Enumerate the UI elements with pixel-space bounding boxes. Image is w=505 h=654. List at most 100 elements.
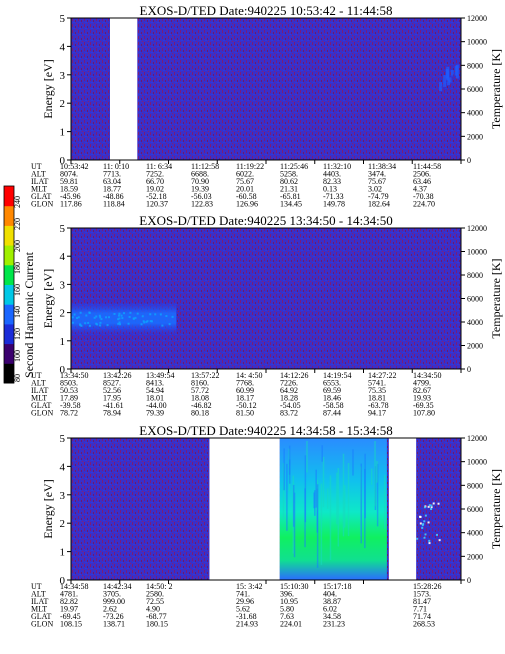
ephemeris-row-label: ALT xyxy=(31,590,46,599)
colorbar-segment xyxy=(4,205,14,226)
y-right-tick-label: 8000 xyxy=(467,61,483,70)
emission-speck xyxy=(142,320,145,323)
ephemeris-row-label: UT xyxy=(31,582,42,591)
aurora-streak xyxy=(342,453,345,537)
emission-speck xyxy=(427,521,430,524)
emission-speck xyxy=(428,542,431,545)
emission-speck xyxy=(129,311,132,314)
ephemeris-value: 13:49:54 xyxy=(146,371,174,380)
y-right-tick-label: 12000 xyxy=(467,224,487,233)
colorbar-tick-label: 80 xyxy=(13,374,22,382)
ephemeris-value: 14:34:50 xyxy=(413,371,441,380)
y-tick-label: 5 xyxy=(60,433,66,445)
ephemeris-value: 11:12:58 xyxy=(191,162,219,171)
ephemeris-value: -41.61 xyxy=(103,401,124,410)
ephemeris-row-label: ILAT xyxy=(31,597,48,606)
emission-speck xyxy=(117,318,120,321)
ephemeris-row-label: UT xyxy=(31,371,42,380)
colorbar-tick-label: 100 xyxy=(13,350,22,362)
colorbar-segment xyxy=(4,304,14,325)
ephemeris-value: -74.79 xyxy=(368,192,389,201)
ephemeris-value: -63.78 xyxy=(368,401,389,410)
ephemeris-row-label: GLON xyxy=(31,200,53,209)
y-right-tick-label: 10000 xyxy=(467,458,487,467)
ephemeris-value: -68.77 xyxy=(146,612,167,621)
ephemeris-value: 6688. xyxy=(191,170,209,179)
ephemeris-value: 75.35 xyxy=(368,386,386,395)
ephemeris-value: 75.67 xyxy=(236,177,254,186)
ephemeris-value: 78.72 xyxy=(60,409,78,418)
y-tick-label: 1 xyxy=(60,127,66,139)
ephemeris-value: 13:42:26 xyxy=(103,371,131,380)
data-gap xyxy=(110,17,138,161)
ephemeris-value: 6.02 xyxy=(323,605,337,614)
emission-speck xyxy=(95,315,98,318)
ephemeris-value: 11:38:34 xyxy=(368,162,396,171)
aurora-streak xyxy=(370,468,373,485)
ephemeris-value: 5.80 xyxy=(280,605,294,614)
ephemeris-value: 15:10:30 xyxy=(280,582,308,591)
aurora-streak xyxy=(288,459,291,484)
emission-speck xyxy=(73,313,76,316)
ephemeris-value: 19.39 xyxy=(191,185,209,194)
aurora-streak xyxy=(352,449,354,476)
emission-speck xyxy=(105,316,108,319)
colorbar-segment xyxy=(4,225,14,246)
emission-speck xyxy=(430,504,433,507)
emission-speck xyxy=(98,314,101,317)
ephemeris-row-label: MLT xyxy=(31,605,47,614)
aurora-streak xyxy=(329,475,332,560)
emission-streak xyxy=(439,82,443,92)
ephemeris-value: 82.67 xyxy=(413,386,431,395)
emission-speck xyxy=(438,539,441,542)
ephemeris-value: 69.59 xyxy=(323,386,341,395)
aurora-streak xyxy=(293,492,296,558)
ephemeris-value: 2.62 xyxy=(103,605,117,614)
ephemeris-value: 4781. xyxy=(60,590,78,599)
ephemeris-value: 14:12:26 xyxy=(280,371,308,380)
ephemeris-value: 54.94 xyxy=(146,386,164,395)
ephemeris-value: 396. xyxy=(280,590,294,599)
emission-speck xyxy=(87,321,90,324)
spectrogram-background xyxy=(71,228,461,369)
y-axis-label: Energy [eV] xyxy=(41,269,55,328)
emission-speck xyxy=(100,318,103,321)
ephemeris-value: 6022. xyxy=(236,170,254,179)
ephemeris-value: 138.71 xyxy=(103,620,125,629)
ephemeris-value: 64.92 xyxy=(280,386,298,395)
y-tick-label: 0 xyxy=(60,364,66,376)
ephemeris-value: 52.56 xyxy=(103,386,121,395)
ephemeris-value: 11:19:22 xyxy=(236,162,264,171)
ephemeris-row-label: ILAT xyxy=(31,386,48,395)
spectrogram-panel-3: EXOS-D/TED Date:940225 14:34:58 - 15:34:… xyxy=(31,423,503,629)
emission-speck xyxy=(150,320,153,323)
ephemeris-value: 1573. xyxy=(413,590,431,599)
aurora-streak xyxy=(383,475,386,529)
emission-speck xyxy=(432,502,435,505)
emission-speck xyxy=(422,523,425,526)
aurora-streak xyxy=(321,445,323,462)
colorbar-segment xyxy=(4,264,14,285)
ephemeris-value: 7.71 xyxy=(413,605,427,614)
ephemeris-value: 87.44 xyxy=(323,409,341,418)
data-gap xyxy=(388,437,417,581)
y-right-tick-label: 4000 xyxy=(467,318,483,327)
ephemeris-value: -45.96 xyxy=(60,192,81,201)
emission-speck xyxy=(99,324,102,327)
ephemeris-value: 7226. xyxy=(280,379,298,388)
ephemeris-value: 57.72 xyxy=(191,386,209,395)
ephemeris-value: 182.64 xyxy=(368,200,390,209)
panel-title: EXOS-D/TED Date:940225 13:34:50 - 14:34:… xyxy=(139,213,392,228)
emission-speck xyxy=(430,506,433,509)
ephemeris-value: 11: 6:34 xyxy=(146,162,172,171)
emission-speck xyxy=(119,323,122,326)
emission-speck xyxy=(140,323,143,326)
emission-speck xyxy=(76,317,79,320)
y-right-tick-label: 2000 xyxy=(467,552,483,561)
ephemeris-value: 11:25:46 xyxy=(280,162,308,171)
ephemeris-value: 63.46 xyxy=(413,177,431,186)
ephemeris-value: -60.58 xyxy=(236,192,257,201)
ephemeris-value: 7713. xyxy=(103,170,121,179)
emission-speck xyxy=(77,316,80,319)
ephemeris-value: 13:34:50 xyxy=(60,371,88,380)
